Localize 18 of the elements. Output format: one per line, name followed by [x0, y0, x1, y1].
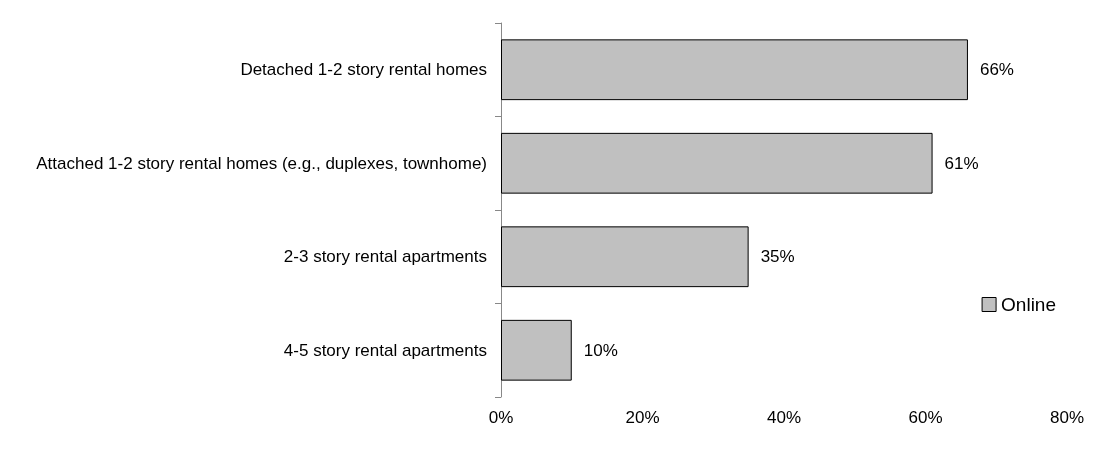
x-tick-label: 0% — [488, 408, 514, 427]
bar — [501, 39, 968, 101]
x-tick-label: 80% — [1049, 408, 1085, 427]
y-tick-label: 2-3 story rental apartments — [283, 247, 487, 267]
bar — [501, 319, 572, 381]
bar — [501, 132, 933, 194]
x-tick-label: 40% — [766, 408, 802, 427]
data-label: 61% — [944, 153, 979, 173]
bar — [501, 226, 749, 288]
data-label: 10% — [583, 340, 618, 360]
y-tick-label: 4-5 story rental apartments — [283, 340, 487, 360]
y-tick-label: Detached 1-2 story rental homes — [240, 60, 487, 80]
data-label: 66% — [979, 60, 1014, 80]
x-tick-label: 20% — [625, 408, 660, 427]
data-label: 35% — [760, 247, 795, 267]
legend-label: Online — [1001, 294, 1056, 315]
y-tick-label: Attached 1-2 story rental homes (e.g., duplexes, townhome) — [36, 153, 487, 173]
x-tick-label: 60% — [908, 408, 943, 427]
